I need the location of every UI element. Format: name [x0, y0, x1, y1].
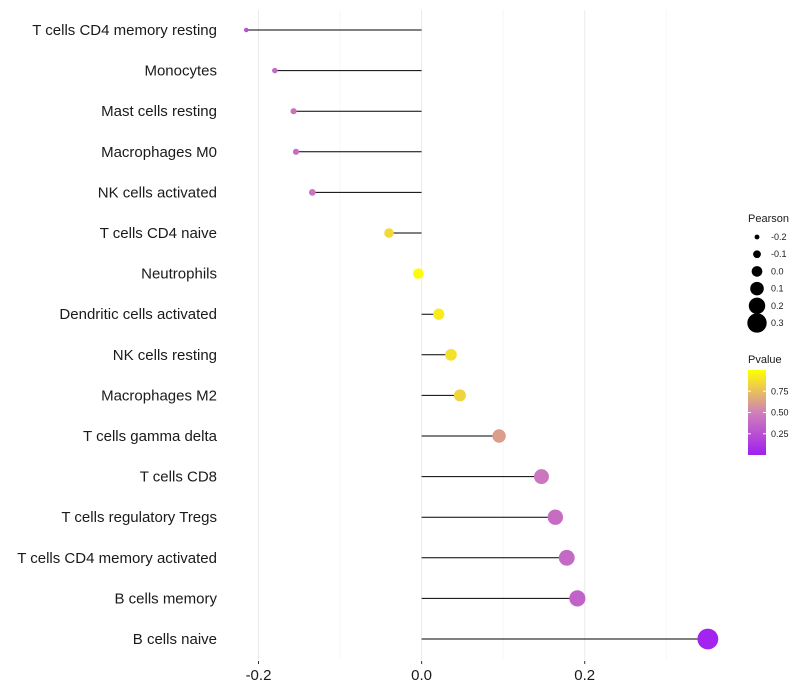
- lollipop-point: [433, 308, 445, 320]
- legend-size-label: 0.2: [771, 301, 784, 311]
- lollipop-point: [534, 469, 549, 485]
- legend-size-label: 0.3: [771, 318, 784, 328]
- category-label: T cells CD8: [140, 469, 217, 486]
- legend-pearson: Pearson -0.2 -0.1 0.0 0.1 0.2 0.3: [747, 213, 789, 333]
- category-label: Neutrophils: [141, 266, 217, 283]
- lollipop-point: [445, 348, 457, 361]
- category-label: T cells regulatory Tregs: [61, 509, 217, 526]
- lollipop-point: [547, 509, 564, 525]
- legend-size-key: [747, 313, 767, 333]
- lollipop-point: [413, 268, 424, 279]
- legend-size-key: [754, 234, 760, 240]
- legend-pvalue-label: 0.50: [771, 408, 789, 418]
- legend-size-key: [750, 281, 764, 296]
- lollipop-point: [697, 628, 719, 650]
- category-label: B cells memory: [114, 590, 217, 607]
- category-label: Macrophages M0: [101, 144, 217, 161]
- legend-pvalue: Pvalue 0.25 0.50 0.75: [748, 354, 789, 455]
- legend-pvalue-label: 0.75: [771, 386, 789, 396]
- legend-size-key: [753, 250, 761, 259]
- legend-size-label: 0.1: [771, 284, 784, 294]
- stems-layer: [246, 29, 708, 640]
- grid-layer: [258, 10, 667, 660]
- category-label: Monocytes: [144, 63, 217, 80]
- legend-pvalue-colorbar: [748, 370, 766, 455]
- lollipop-point: [492, 429, 506, 443]
- legend-size-label: -0.1: [771, 249, 787, 259]
- legend-pvalue-title: Pvalue: [748, 354, 782, 366]
- x-axis-ticks: -0.2 0.0 0.2: [246, 661, 595, 684]
- lollipop-point: [272, 67, 278, 74]
- lollipop-point: [290, 108, 297, 115]
- category-label: B cells naive: [133, 631, 217, 648]
- category-label: Mast cells resting: [101, 103, 217, 120]
- legend-pvalue-label: 0.25: [771, 429, 789, 439]
- lollipop-point: [558, 549, 575, 566]
- category-label: Dendritic cells activated: [59, 306, 217, 323]
- lollipop-point: [569, 590, 586, 607]
- lollipop-point: [308, 189, 316, 196]
- lollipop-point: [384, 228, 394, 238]
- category-label: T cells CD4 naive: [100, 225, 217, 242]
- legend-pearson-title: Pearson: [748, 213, 789, 225]
- category-label: T cells gamma delta: [83, 428, 218, 445]
- legend-size-label: 0.0: [771, 266, 784, 276]
- lollipop-point: [244, 27, 249, 33]
- category-label: NK cells activated: [98, 184, 217, 201]
- category-label: T cells CD4 memory activated: [17, 550, 217, 567]
- category-labels: T cells CD4 memory resting Monocytes Mast …: [17, 22, 217, 648]
- lollipop-point: [292, 148, 300, 155]
- category-label: Macrophages M2: [101, 387, 217, 404]
- legend-size-key: [751, 266, 763, 277]
- x-tick-label: 0.0: [411, 667, 432, 684]
- legend-size-key: [748, 297, 766, 315]
- legend-size-label: -0.2: [771, 232, 787, 242]
- category-label: T cells CD4 memory resting: [32, 22, 217, 39]
- x-tick-label: 0.2: [574, 667, 595, 684]
- x-tick-label: -0.2: [246, 667, 272, 684]
- lollipop-point: [453, 389, 466, 402]
- category-label: NK cells resting: [113, 347, 217, 364]
- points-layer: [244, 27, 719, 650]
